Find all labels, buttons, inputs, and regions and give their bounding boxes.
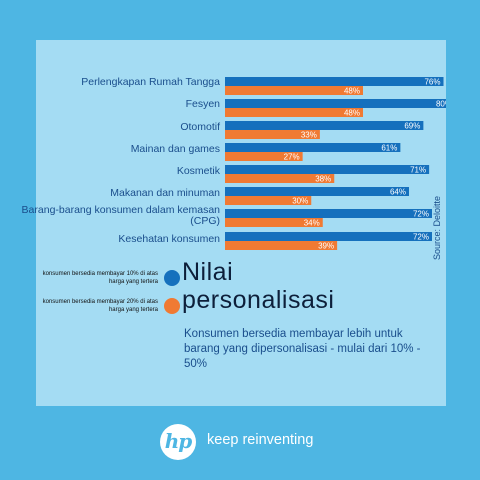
- legend-dot-blue: [164, 270, 180, 286]
- bar-blue: [225, 77, 444, 86]
- bar-chart: 76% 80% 69% 61% 71% 64% 72% 72% 48% 48% 33% 27% 38% 3…: [225, 77, 446, 251]
- data-label: 30%: [292, 197, 308, 206]
- data-label: 64%: [390, 188, 406, 197]
- bar-orange: [225, 130, 320, 139]
- category-label: Otomotif: [180, 121, 220, 133]
- data-label: 39%: [318, 242, 334, 251]
- bar-blue: [225, 209, 432, 218]
- bar-blue: [225, 99, 446, 108]
- headline-line-1: Nilai: [182, 258, 234, 286]
- headline: Nilai personalisasi: [182, 258, 334, 314]
- bar-orange: [225, 152, 303, 161]
- legend-dot-orange: [164, 298, 180, 314]
- bar-blue: [225, 143, 401, 152]
- chart-panel: 76% 80% 69% 61% 71% 64% 72% 72% 48% 48% 33% 27% 38% 3…: [22, 40, 446, 406]
- data-label: 48%: [344, 87, 360, 96]
- data-label: 71%: [410, 166, 426, 175]
- tagline: keep reinventing: [207, 432, 314, 448]
- category-label: Kosmetik: [176, 165, 220, 177]
- source-note: Source: Deloitte: [432, 195, 442, 260]
- bar-blue: [225, 232, 432, 241]
- data-label: 48%: [344, 109, 360, 118]
- data-label: 33%: [301, 131, 317, 140]
- data-label: 34%: [304, 219, 320, 228]
- data-label: 38%: [315, 175, 331, 184]
- bar-orange: [225, 174, 335, 183]
- data-label: 72%: [413, 233, 429, 242]
- data-label: 61%: [381, 144, 397, 153]
- category-label: Barang-barang konsumen dalam kemasan (CP…: [21, 204, 220, 227]
- bar-orange: [225, 218, 323, 227]
- data-label: 27%: [284, 153, 300, 162]
- bar-orange: [225, 108, 363, 117]
- bar-orange: [225, 196, 312, 205]
- hp-logo: hp: [160, 424, 196, 460]
- data-label: 72%: [413, 210, 429, 219]
- subtext: Konsumen bersedia membayar lebih untuk b…: [184, 328, 421, 370]
- bar-blue: [225, 121, 424, 130]
- category-label: Makanan dan minuman: [110, 187, 220, 199]
- legend-label: konsumen bersedia membayar 20% di atas h…: [42, 299, 158, 313]
- bar-orange: [225, 241, 338, 250]
- category-label: Fesyen: [185, 98, 220, 110]
- data-label: 76%: [424, 78, 440, 87]
- category-label: Mainan dan games: [130, 143, 220, 155]
- headline-line-2: personalisasi: [182, 286, 335, 314]
- category-label: Perlengkapan Rumah Tangga: [81, 76, 220, 88]
- category-label: Kesehatan konsumen: [118, 233, 220, 245]
- bar-blue: [225, 187, 409, 196]
- bar-blue: [225, 165, 430, 174]
- data-label: 69%: [404, 122, 420, 131]
- bar-orange: [225, 86, 363, 95]
- legend-label: konsumen bersedia membayar 10% di atas h…: [42, 271, 158, 285]
- data-label: 80%: [436, 100, 446, 109]
